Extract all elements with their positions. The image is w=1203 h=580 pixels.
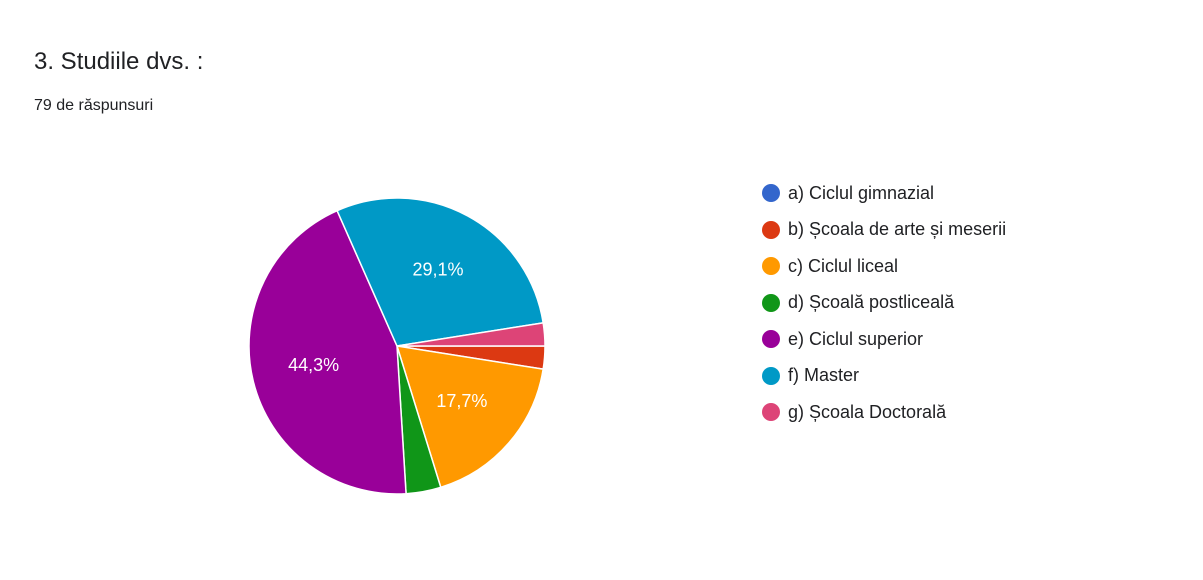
legend-item-f[interactable]: f) Master: [762, 358, 1006, 395]
legend-label: e) Ciclul superior: [788, 328, 924, 349]
legend-label: a) Ciclul gimnazial: [788, 182, 935, 203]
data-label-c: 17,7%: [436, 391, 487, 411]
legend-swatch: [762, 293, 780, 312]
legend-label: b) Școala de arte și meserii: [788, 219, 1007, 240]
legend-swatch: [762, 257, 780, 276]
legend-label: f) Master: [788, 365, 860, 386]
legend-item-a[interactable]: a) Ciclul gimnazial: [762, 175, 1006, 212]
legend-swatch: [762, 366, 780, 385]
legend-label: g) Școala Doctorală: [788, 401, 947, 422]
response-count: 79 de răspunsuri: [34, 97, 154, 114]
legend-item-d[interactable]: d) Școală postliceală: [762, 285, 1006, 322]
chart-legend: a) Ciclul gimnazial b) Școala de arte și …: [762, 175, 1006, 431]
legend-label: c) Ciclul liceal: [788, 255, 899, 276]
legend-item-e[interactable]: e) Ciclul superior: [762, 321, 1006, 358]
legend-swatch: [762, 220, 780, 239]
legend-label: d) Școală postliceală: [788, 292, 955, 313]
legend-swatch: [762, 330, 780, 349]
legend-swatch: [762, 184, 780, 203]
legend-swatch: [762, 403, 780, 422]
legend-item-c[interactable]: c) Ciclul liceal: [762, 248, 1006, 285]
data-label-e: 44,3%: [288, 355, 339, 375]
pie-slice-f[interactable]: [336, 197, 545, 347]
data-label-f: 29,1%: [413, 259, 464, 279]
legend-item-b[interactable]: b) Școala de arte și meserii: [762, 212, 1006, 249]
pie-slice-g[interactable]: [396, 321, 546, 347]
legend-item-g[interactable]: g) Școala Doctorală: [762, 394, 1006, 431]
pie-slice-c[interactable]: [395, 345, 545, 489]
pie-slice-e[interactable]: [248, 209, 407, 495]
chart-title: 3. Studiile dvs. :: [34, 48, 204, 75]
